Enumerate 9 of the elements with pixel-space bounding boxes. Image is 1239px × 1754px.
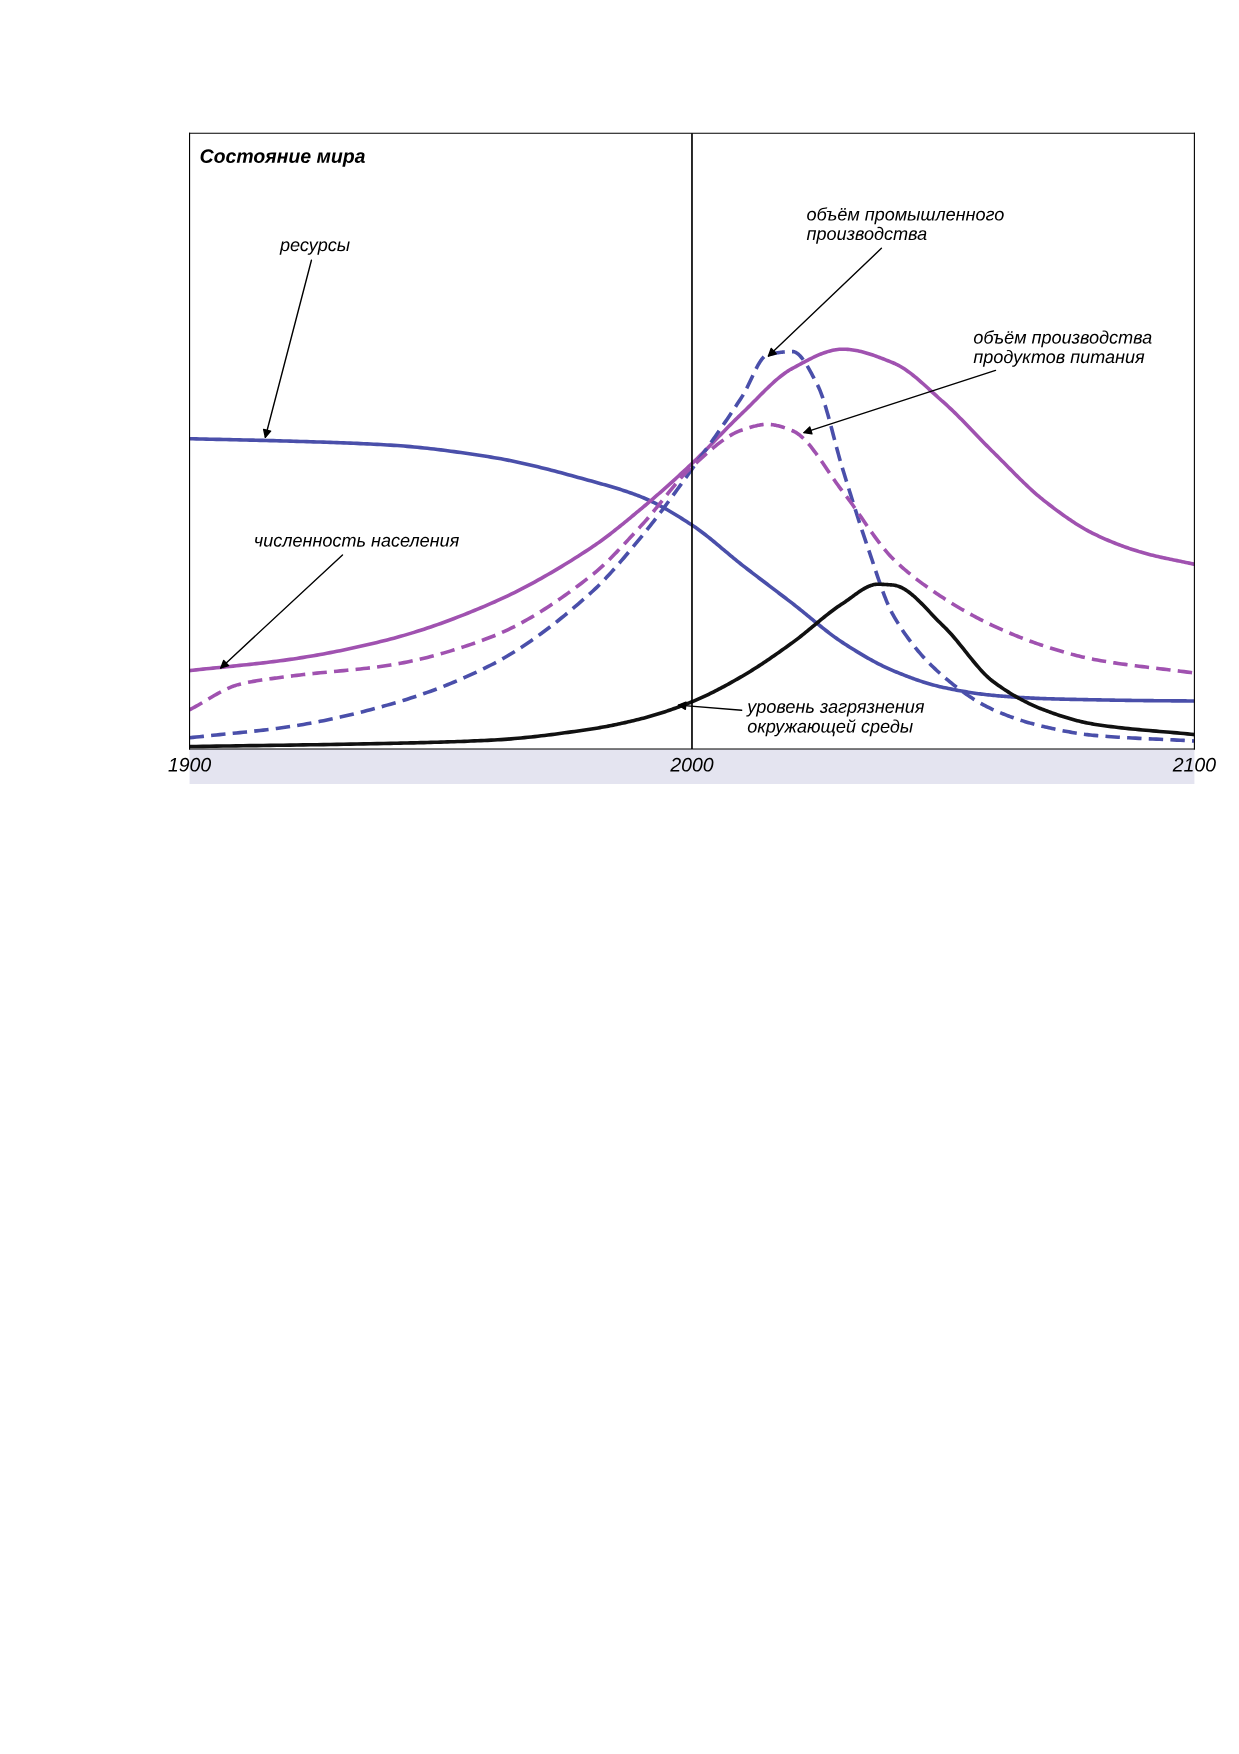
x-tick-label: 2000 — [670, 757, 714, 772]
x-tick-label: 2100 — [1172, 757, 1216, 772]
x-tick-label: 1900 — [168, 757, 212, 772]
annotation: ресурсы — [279, 241, 350, 255]
annotation: объём производства продуктов питания — [973, 330, 1152, 367]
annotation: численность населения — [255, 536, 459, 547]
annotation: объём промышленного производства — [806, 207, 1004, 244]
chart-title: Состояние мира — [200, 149, 365, 167]
annotation: уровень загрязнения окружающей среды — [746, 703, 925, 737]
